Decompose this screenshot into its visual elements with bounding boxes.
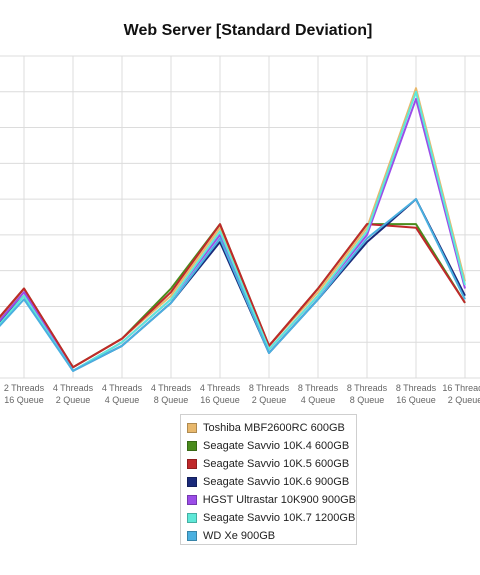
legend-item: WD Xe 900GB — [187, 527, 356, 545]
series-line — [0, 223, 466, 369]
chart-legend: Toshiba MBF2600RC 600GB Seagate Savvio 10… — [180, 414, 357, 545]
legend-label: Seagate Savvio 10K.5 600GB — [203, 458, 350, 470]
x-tick-label: 8 Queue — [350, 395, 385, 405]
x-tick-label: 16 Threads — [442, 383, 480, 393]
legend-swatch — [187, 495, 197, 505]
series-line — [0, 223, 466, 369]
x-tick-label: 8 Threads — [298, 383, 339, 393]
x-tick-label: 2 Queue — [252, 395, 287, 405]
x-tick-label: 2 Queue — [448, 395, 480, 405]
legend-swatch — [187, 441, 197, 451]
legend-label: HGST Ultrastar 10K900 900GB — [202, 494, 356, 506]
legend-label: Toshiba MBF2600RC 600GB — [203, 422, 345, 434]
series-lines — [0, 87, 466, 372]
x-tick-label: 8 Queue — [154, 395, 189, 405]
legend-label: WD Xe 900GB — [203, 530, 276, 542]
legend-label: Seagate Savvio 10K.4 600GB — [203, 440, 350, 452]
x-tick-label: 2 Threads — [4, 383, 45, 393]
x-tick-label: 8 Threads — [249, 383, 290, 393]
x-tick-label: 4 Threads — [151, 383, 192, 393]
legend-item: Seagate Savvio 10K.5 600GB — [187, 455, 356, 473]
chart-grid — [0, 55, 480, 379]
x-tick-label: 4 Threads — [102, 383, 143, 393]
series-line — [0, 90, 466, 372]
legend-label: Seagate Savvio 10K.6 900GB — [203, 476, 350, 488]
legend-swatch — [187, 513, 197, 523]
legend-item: HGST Ultrastar 10K900 900GB — [187, 491, 356, 509]
legend-swatch — [187, 423, 197, 433]
x-tick-label: 8 Threads — [347, 383, 388, 393]
series-line — [0, 198, 466, 372]
x-tick-label: 16 Queue — [200, 395, 240, 405]
legend-swatch — [187, 459, 197, 469]
legend-item: Seagate Savvio 10K.6 900GB — [187, 473, 356, 491]
legend-swatch — [187, 477, 197, 487]
x-tick-label: 4 Queue — [301, 395, 336, 405]
x-tick-label: 4 Threads — [53, 383, 94, 393]
legend-item: Seagate Savvio 10K.4 600GB — [187, 437, 356, 455]
x-tick-label: 16 Queue — [396, 395, 436, 405]
x-tick-label: 8 Threads — [396, 383, 437, 393]
legend-item: Toshiba MBF2600RC 600GB — [187, 419, 356, 437]
x-tick-label: 4 Queue — [105, 395, 140, 405]
legend-label: Seagate Savvio 10K.7 1200GB — [203, 512, 356, 524]
x-tick-label: 4 Threads — [200, 383, 241, 393]
series-line — [0, 87, 466, 369]
x-tick-label: 16 Queue — [4, 395, 44, 405]
chart-area: Web Server [Standard Deviation] 1 Thread… — [0, 22, 480, 405]
legend-item: Seagate Savvio 10K.7 1200GB — [187, 509, 356, 527]
x-tick-label: 2 Queue — [56, 395, 91, 405]
chart-title: Web Server [Standard Deviation] — [124, 22, 373, 39]
legend-swatch — [187, 531, 197, 541]
